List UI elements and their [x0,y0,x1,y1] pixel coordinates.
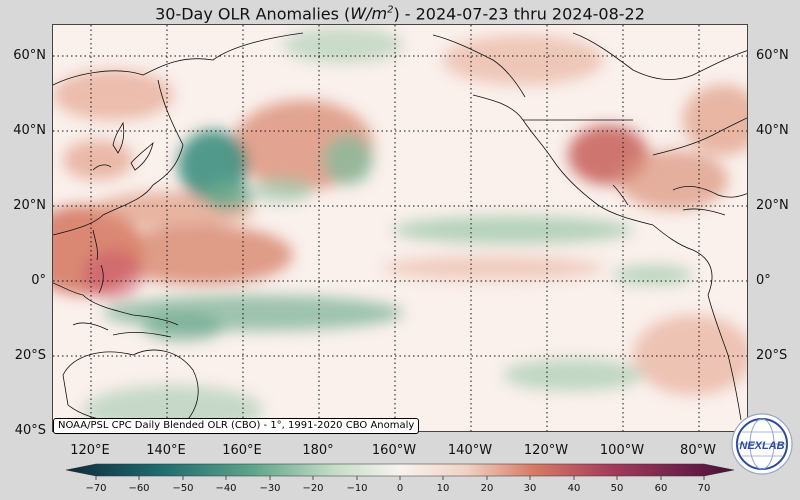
colorbar-tick-label: −60 [128,483,150,494]
title-unit: W/m [350,4,388,24]
lon-label-140w: 140°W [447,443,493,458]
colorbar-tick-label: −50 [172,483,194,494]
lon-label-120w: 120°W [523,443,569,458]
lat-label-20n-left: 20°N [13,198,46,213]
lat-label-20n-right: 20°N [756,198,789,213]
colorbar [65,463,735,480]
colorbar-gradient [65,463,735,477]
map-panel [52,24,748,432]
lat-label-40s-left: 40°S [14,423,46,438]
lon-label-160e: 160°E [222,443,262,458]
lon-label-160w: 160°W [371,443,417,458]
title-prefix: 30-Day OLR Anomalies ( [155,4,351,24]
lat-label-20s-right: 20°S [756,348,788,363]
anomaly-map [53,25,747,431]
lat-label-20s-left: 20°S [14,348,46,363]
lat-label-40n-left: 40°N [13,123,46,138]
coastlines [53,32,747,431]
colorbar-tick-label: −70 [85,483,107,494]
lon-label-140e: 140°E [146,443,186,458]
colorbar-tick-label: 30 [523,483,537,494]
colorbar-tick-label: 70 [697,483,711,494]
lat-label-60n-left: 60°N [13,48,46,63]
lon-label-80w: 80°W [680,443,716,458]
lon-label-180: 180° [302,443,334,458]
colorbar-tick-label: 10 [436,483,450,494]
colorbar-tick-label: 50 [610,483,624,494]
title-unit-exponent: 2 [387,5,394,16]
anomaly-field [53,27,747,431]
colorbar-tick-label: −40 [215,483,237,494]
colorbar-tick-label: −30 [259,483,281,494]
nexlab-globe-logo: NEXLAB [731,413,793,475]
chart-title: 30-Day OLR Anomalies (W/m2) - 2024-07-23… [0,0,800,24]
colorbar-ticks [95,476,705,480]
lon-label-120e: 120°E [70,443,110,458]
colorbar-tick-label: 0 [396,483,404,494]
title-suffix: ) - 2024-07-23 thru 2024-08-22 [393,4,645,24]
data-source-note: NOAA/PSL CPC Daily Blended OLR (CBO) - 1… [53,418,420,434]
graticule [53,25,747,431]
lat-label-60n-right: 60°N [756,48,789,63]
colorbar-tick-label: 20 [480,483,494,494]
colorbar-tick-label: 60 [654,483,668,494]
lat-label-40n-right: 40°N [756,123,789,138]
colorbar-tick-label: 40 [567,483,581,494]
logo-text: NEXLAB [739,440,784,452]
lon-label-100w: 100°W [599,443,645,458]
colorbar-tick-label: −10 [346,483,368,494]
colorbar-tick-label: −20 [302,483,324,494]
lat-label-eq-right: 0° [756,273,771,288]
lat-label-eq-left: 0° [31,273,46,288]
